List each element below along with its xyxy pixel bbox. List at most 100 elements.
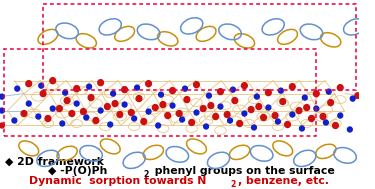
Circle shape [189,119,195,125]
Circle shape [98,80,104,86]
Circle shape [252,125,257,130]
Circle shape [146,81,152,87]
Circle shape [326,89,331,94]
Circle shape [36,114,41,119]
Circle shape [248,107,254,112]
Bar [43,4,356,90]
Text: 2: 2 [230,180,236,189]
Circle shape [309,115,314,122]
Circle shape [160,101,166,108]
Circle shape [224,112,230,118]
Circle shape [204,124,209,129]
Circle shape [128,110,134,115]
Circle shape [63,90,68,95]
Circle shape [333,122,338,129]
Circle shape [207,93,212,98]
Circle shape [217,89,223,95]
Circle shape [105,104,110,110]
Text: Dynamic  sorption towards N: Dynamic sorption towards N [29,176,206,186]
Circle shape [255,94,259,99]
Circle shape [218,104,223,109]
Circle shape [93,118,99,123]
Circle shape [266,105,271,110]
Circle shape [338,113,343,118]
Circle shape [208,103,214,108]
Circle shape [228,118,232,123]
Circle shape [135,85,140,90]
Circle shape [296,108,302,114]
Circle shape [108,122,112,127]
Circle shape [194,82,200,88]
Circle shape [141,119,147,125]
Circle shape [0,108,4,113]
Circle shape [176,111,182,117]
Circle shape [57,106,62,112]
Circle shape [350,96,355,101]
Circle shape [285,122,290,127]
Circle shape [232,98,238,104]
Circle shape [184,97,190,103]
Circle shape [21,111,27,117]
Circle shape [112,101,118,107]
Circle shape [111,91,116,96]
Circle shape [12,118,17,123]
Circle shape [261,115,267,121]
Circle shape [98,108,103,113]
Circle shape [146,109,151,114]
Circle shape [136,96,142,101]
Circle shape [122,102,127,107]
Circle shape [132,116,136,121]
Circle shape [300,126,304,131]
Circle shape [242,111,247,116]
Circle shape [348,127,352,132]
Circle shape [355,93,360,98]
Circle shape [39,83,44,88]
Text: , benzene, etc.: , benzene, etc. [238,176,329,186]
Circle shape [45,115,51,122]
Circle shape [231,87,235,92]
Circle shape [180,117,184,122]
Circle shape [0,94,4,99]
Circle shape [328,100,333,106]
Circle shape [242,83,247,89]
Circle shape [64,98,70,104]
Text: ◆ 2D framework: ◆ 2D framework [5,156,104,166]
Circle shape [304,105,310,111]
Circle shape [117,112,123,118]
Circle shape [237,121,243,126]
Circle shape [272,112,278,119]
Circle shape [156,123,160,128]
Circle shape [280,99,286,105]
Circle shape [0,123,4,128]
Circle shape [122,87,128,93]
Circle shape [170,88,176,94]
Circle shape [194,110,199,115]
Circle shape [152,105,158,111]
Circle shape [60,121,65,126]
Circle shape [324,120,328,125]
Bar [4,49,316,136]
Circle shape [213,114,219,119]
Circle shape [81,108,86,115]
Circle shape [200,106,206,112]
Circle shape [290,84,295,90]
Text: 2: 2 [144,170,149,179]
Text: phenyl groups on the surface: phenyl groups on the surface [152,166,335,176]
Circle shape [26,101,31,106]
Circle shape [278,88,283,93]
Circle shape [40,91,46,97]
Circle shape [87,84,92,89]
Circle shape [338,85,343,91]
Circle shape [84,115,88,120]
Circle shape [50,106,55,111]
Circle shape [183,86,188,91]
Circle shape [314,106,319,111]
Circle shape [50,78,55,84]
Circle shape [276,119,280,124]
Circle shape [314,91,319,97]
Circle shape [170,103,175,108]
Circle shape [74,86,80,92]
Circle shape [266,90,271,96]
Circle shape [74,101,79,106]
Circle shape [88,95,94,101]
